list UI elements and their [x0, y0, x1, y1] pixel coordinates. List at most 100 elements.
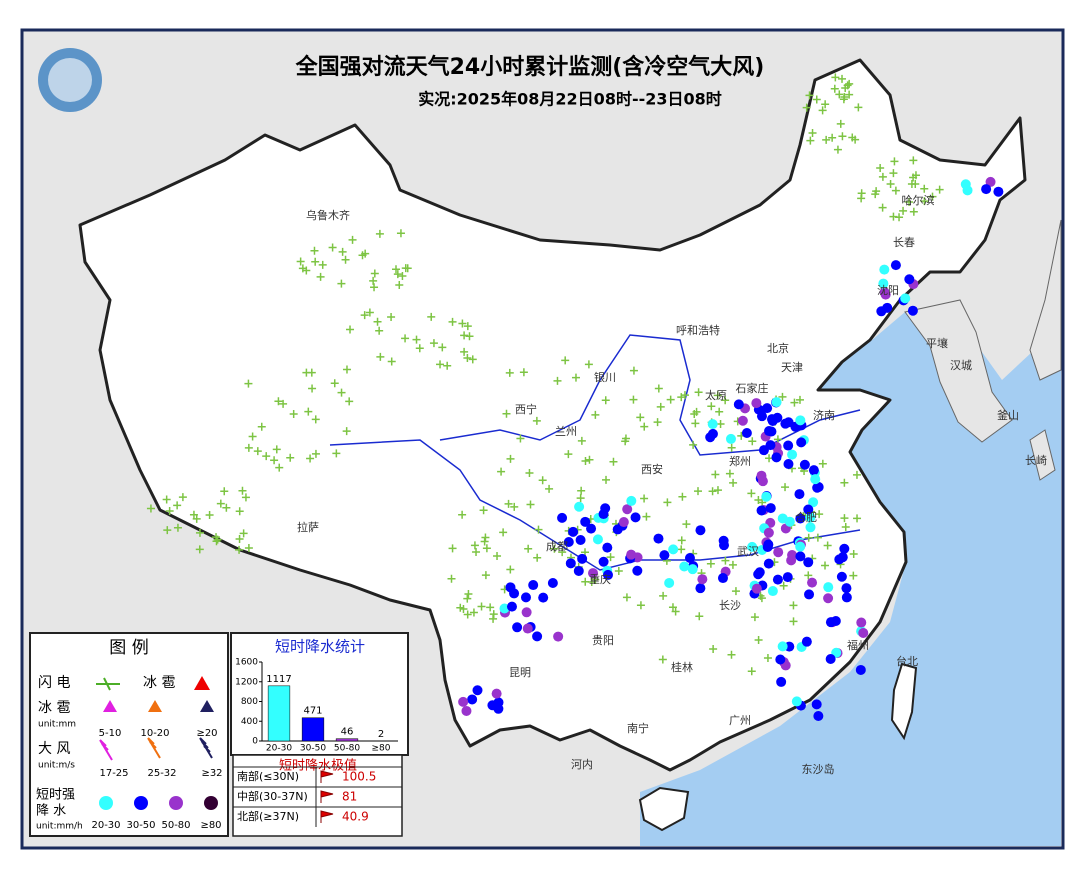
lightning-mark [458, 319, 467, 328]
lightning-mark [795, 395, 804, 404]
lightning-mark [497, 467, 506, 476]
lightning-mark [695, 612, 704, 621]
legend-label: 冰 雹 [38, 700, 70, 716]
rain-dot [461, 705, 472, 716]
lightning-mark [747, 667, 756, 676]
rain-dot [795, 415, 806, 426]
lightning-mark [463, 322, 472, 331]
rain-dot [557, 512, 568, 523]
lightning-mark [463, 353, 472, 362]
hail-icon [194, 676, 210, 690]
lightning-mark [479, 506, 488, 515]
lightning-mark [257, 422, 266, 431]
lightning-mark [808, 129, 817, 138]
rain-dot [880, 289, 891, 300]
lightning-mark [678, 492, 687, 501]
rain-dot [756, 505, 767, 516]
lightning-mark [311, 415, 320, 424]
lightning-mark [606, 553, 615, 562]
lightning-mark [477, 602, 486, 611]
rain-dot [782, 572, 793, 583]
rain-dot [719, 540, 730, 551]
rain-dot [795, 541, 806, 552]
lightning-mark [838, 74, 847, 83]
rain-dot [804, 589, 815, 600]
rain-dot [622, 504, 633, 515]
lightning-mark [341, 255, 350, 264]
lightning-mark [781, 483, 790, 492]
lightning-mark [692, 407, 701, 416]
lightning-mark [763, 654, 772, 663]
lightning-mark [235, 507, 244, 516]
legend-class: ≥32 [201, 768, 222, 779]
lightning-mark [481, 533, 490, 542]
rain-dot [879, 264, 890, 275]
lightning-mark [804, 533, 813, 542]
lightning-mark [621, 434, 630, 443]
lightning-mark [244, 543, 253, 552]
lightning-mark [576, 494, 585, 503]
city-label: 武汉 [737, 545, 759, 558]
lightning-mark [415, 344, 424, 353]
lightning-mark [854, 103, 863, 112]
lightning-mark [805, 91, 814, 100]
city-label: 昆明 [509, 666, 531, 679]
lightning-mark [920, 197, 929, 206]
lightning-mark [448, 317, 457, 326]
lightning-mark [216, 499, 225, 508]
lightning-mark [412, 335, 421, 344]
lightning-mark [891, 186, 900, 195]
lightning-mark [375, 229, 384, 238]
lightning-mark [401, 334, 410, 343]
legend-class: 5-10 [99, 728, 122, 739]
rain-dot [830, 615, 841, 626]
lightning-mark [909, 207, 918, 216]
rain-dot [756, 411, 767, 422]
legend-class: 20-30 [91, 820, 120, 831]
lightning-mark [519, 368, 528, 377]
lightning-mark [195, 528, 204, 537]
rain-dot [825, 653, 836, 664]
rain-dot [813, 481, 824, 492]
rain-dot [697, 574, 708, 585]
legend-class: 25-32 [147, 768, 176, 779]
rain-dot [765, 440, 776, 451]
rain-dot [810, 474, 821, 485]
lightning-mark [729, 478, 738, 487]
lightning-mark [725, 469, 734, 478]
rain-dot [787, 550, 798, 561]
lightning-mark [448, 544, 457, 553]
lightning-mark [928, 192, 937, 201]
city-label: 汉城 [950, 359, 972, 372]
lightning-mark [396, 229, 405, 238]
rain-dot [764, 426, 775, 437]
lightning-mark [310, 246, 319, 255]
rain-dot [813, 710, 824, 721]
lightning-mark [711, 470, 720, 479]
legend-class: ≥80 [200, 820, 221, 831]
bar [267, 685, 291, 742]
value-label: 471 [303, 706, 322, 717]
lightning-mark [836, 119, 845, 128]
lightning-mark [275, 463, 284, 472]
lightning-mark [387, 313, 396, 322]
lightning-mark [721, 556, 730, 565]
lightning-mark [828, 133, 837, 142]
lightning-mark [370, 269, 379, 278]
lightning-mark [561, 356, 570, 365]
lightning-mark [465, 332, 474, 341]
rain-dot [588, 568, 599, 579]
city-label: 福州 [847, 638, 869, 652]
city-label: 西安 [641, 462, 663, 476]
lightning-mark [577, 486, 586, 495]
lightning-mark [311, 257, 320, 266]
city-label: 长崎 [1025, 453, 1047, 467]
y-tick-label: 400 [241, 717, 258, 727]
lightning-mark [338, 247, 347, 256]
rain-dot [602, 569, 613, 580]
lightning-mark [459, 605, 468, 614]
lightning-mark [721, 396, 730, 405]
city-label: 呼和浩特 [676, 323, 720, 337]
lightning-mark [709, 644, 718, 653]
legend-unit: unit:m/s [38, 761, 75, 771]
